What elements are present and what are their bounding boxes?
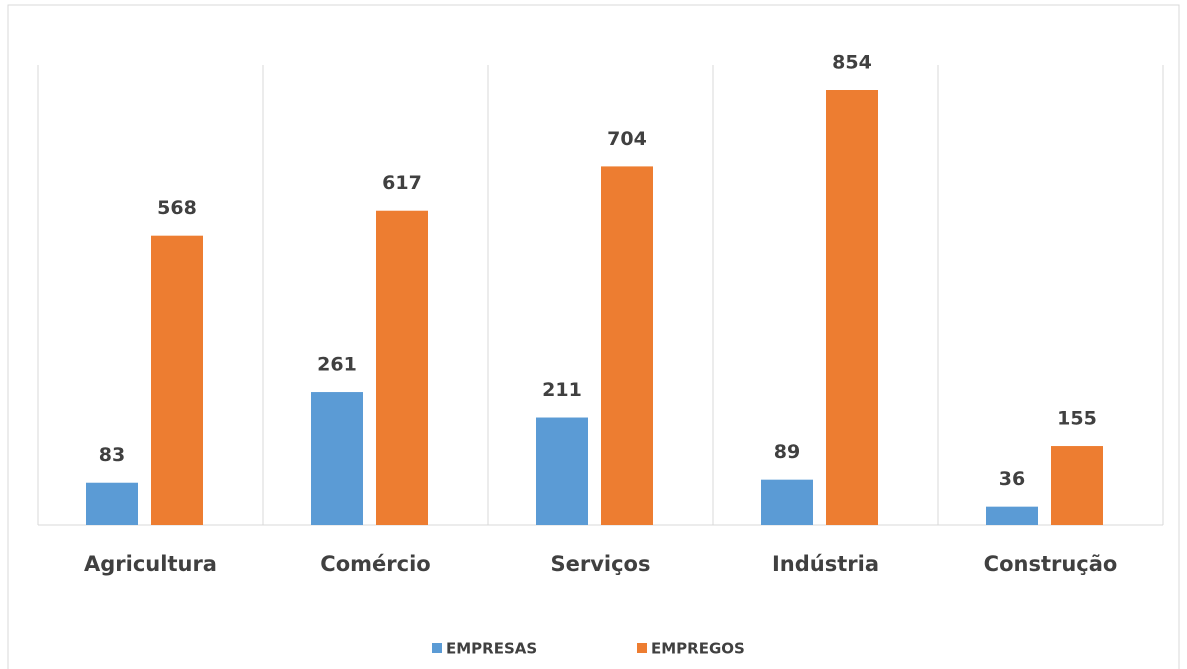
data-label: 155 <box>1057 408 1097 430</box>
bar <box>86 482 138 525</box>
bar <box>1051 446 1103 525</box>
x-tick-label: Serviços <box>551 552 651 576</box>
bar <box>826 90 878 525</box>
data-label: 704 <box>607 128 647 150</box>
bar <box>311 392 363 525</box>
x-tick-label: Comércio <box>320 552 430 576</box>
data-label: 36 <box>999 468 1025 490</box>
legend-swatch <box>637 643 647 653</box>
bar <box>536 417 588 525</box>
legend-label: EMPRESAS <box>446 640 537 658</box>
bar <box>376 210 428 525</box>
data-label: 568 <box>157 197 197 219</box>
legend-label: EMPREGOS <box>651 640 745 658</box>
x-tick-label: Agricultura <box>84 552 217 576</box>
x-tick-label: Indústria <box>772 552 879 576</box>
data-label: 261 <box>317 354 357 376</box>
data-label: 211 <box>542 379 582 401</box>
bar <box>986 506 1038 525</box>
data-label: 83 <box>99 444 125 466</box>
bar <box>601 166 653 525</box>
data-label: 89 <box>774 441 800 463</box>
bar <box>761 479 813 525</box>
bar <box>151 235 203 526</box>
data-label: 617 <box>382 172 422 194</box>
x-tick-label: Construção <box>984 552 1118 576</box>
data-label: 854 <box>832 52 872 74</box>
chart-border <box>7 4 1180 669</box>
legend-swatch <box>432 643 442 653</box>
